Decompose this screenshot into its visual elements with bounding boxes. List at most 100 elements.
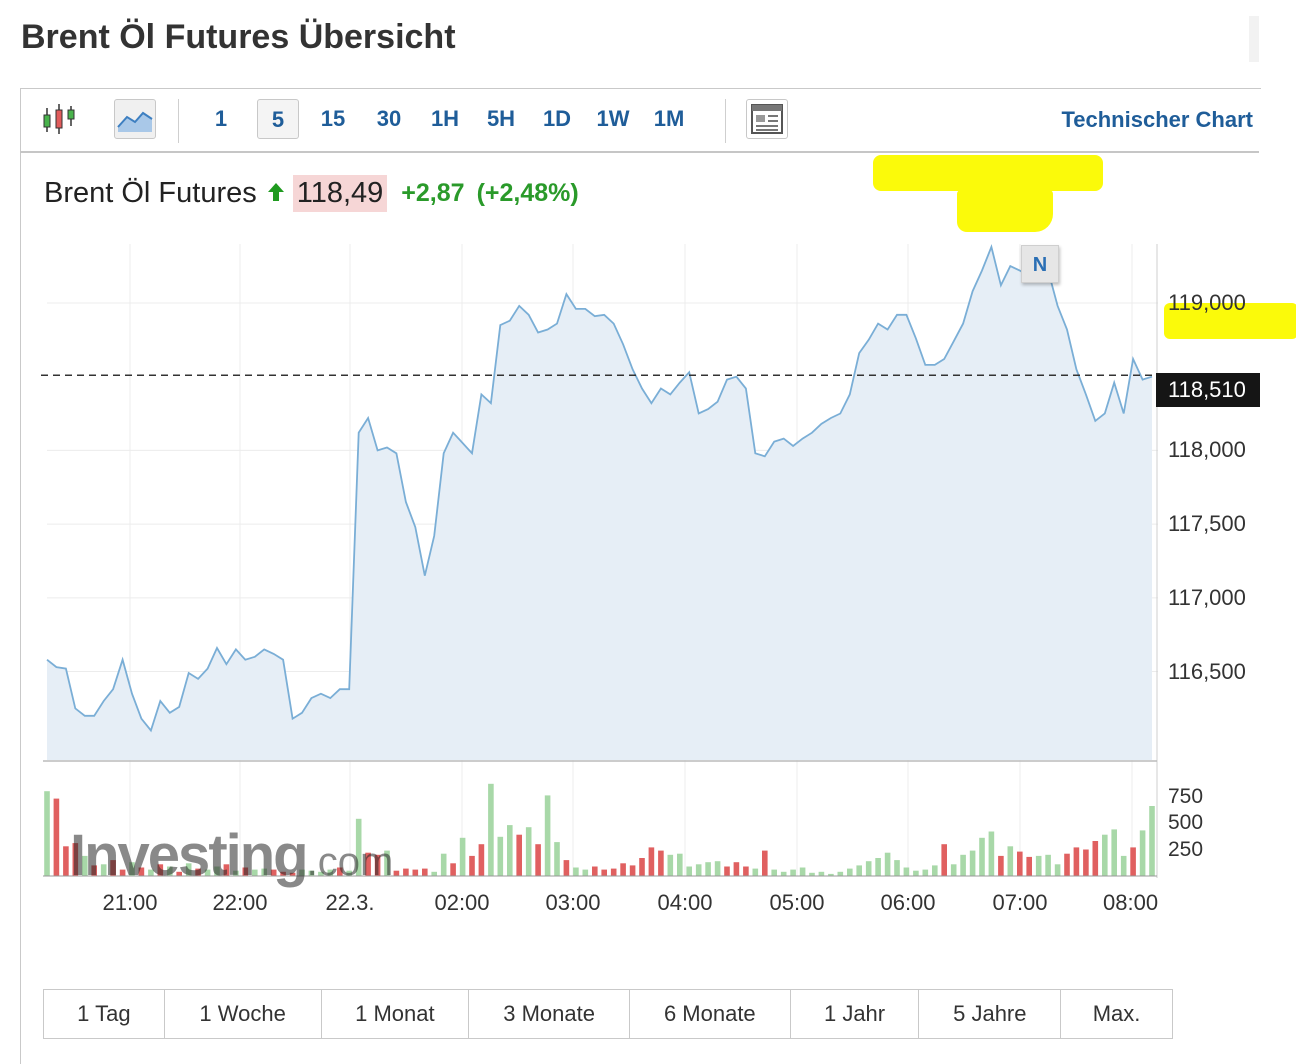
volume-bar — [299, 869, 305, 876]
volume-bar — [412, 869, 419, 876]
volume-bar — [374, 854, 381, 876]
volume-bar — [1111, 829, 1117, 876]
news-marker[interactable]: N — [1021, 245, 1059, 283]
volume-bar — [960, 854, 966, 876]
toolbar-divider — [178, 99, 179, 143]
current-price-marker: 118,510 — [1156, 373, 1260, 407]
volume-tick-label: 500 — [1168, 811, 1204, 834]
volume-bar — [242, 867, 249, 876]
range-button-1-tag[interactable]: 1 Tag — [44, 990, 165, 1038]
time-tick-label: 06:00 — [880, 890, 936, 915]
volume-bar — [270, 869, 277, 876]
volume-bar — [554, 842, 560, 876]
interval-button-5[interactable]: 5 — [257, 99, 299, 139]
volume-bar — [355, 818, 362, 876]
time-tick-label: 07:00 — [992, 890, 1048, 915]
volume-bar — [478, 844, 485, 876]
volume-bar — [110, 860, 116, 876]
volume-bar — [1026, 856, 1032, 876]
range-button-1-monat[interactable]: 1 Monat — [322, 990, 470, 1038]
volume-bar — [1102, 834, 1108, 876]
volume-bar — [393, 870, 400, 876]
volume-bar — [894, 860, 900, 876]
volume-bar — [856, 865, 862, 876]
volume-bar — [658, 850, 664, 876]
volume-bar — [828, 873, 834, 876]
interval-button-1[interactable]: 1 — [214, 106, 228, 131]
arrow-up-icon — [267, 177, 285, 210]
volume-bar — [563, 860, 570, 876]
volume-bar — [610, 868, 617, 876]
volume-bar — [535, 844, 541, 876]
time-tick-label: 04:00 — [657, 890, 713, 915]
time-tick-label: 22.3. — [325, 890, 375, 915]
toolbar-divider — [725, 99, 726, 143]
volume-bar — [308, 870, 315, 876]
interval-button-5h[interactable]: 5H — [486, 106, 516, 131]
volume-bar — [667, 854, 674, 876]
yellow-highlight-mark — [1164, 303, 1296, 339]
volume-bar — [884, 852, 891, 876]
volume-bar — [516, 834, 522, 876]
interval-button-1m[interactable]: 1M — [653, 106, 685, 131]
interval-button-30[interactable]: 30 — [376, 106, 402, 131]
volume-bar — [1149, 806, 1155, 876]
price-tick-label: 119,000 — [1168, 289, 1246, 315]
volume-bar — [337, 867, 343, 876]
interval-button-1w[interactable]: 1W — [596, 106, 630, 131]
time-tick-label: 22:00 — [212, 890, 268, 915]
range-button-1-jahr[interactable]: 1 Jahr — [791, 990, 920, 1038]
volume-bar — [497, 836, 504, 876]
chart-widget-frame — [20, 88, 1261, 1064]
volume-bar — [714, 861, 721, 876]
volume-bar — [932, 865, 938, 876]
volume-bar — [582, 869, 589, 876]
time-tick-label: 08:00 — [1103, 890, 1159, 915]
volume-bar — [752, 868, 759, 876]
volume-bar — [204, 869, 211, 876]
interval-button-1d[interactable]: 1D — [542, 106, 572, 131]
volume-bar — [525, 827, 532, 876]
range-button-5-jahre[interactable]: 5 Jahre — [919, 990, 1062, 1038]
volume-bar — [818, 871, 825, 876]
volume-bar — [431, 871, 437, 876]
volume-bar — [422, 868, 428, 876]
price-change: +2,87 — [401, 178, 465, 207]
layout-icon[interactable] — [746, 99, 788, 139]
volume-bar — [1045, 854, 1051, 876]
price-tick-label: 116,500 — [1168, 658, 1246, 684]
volume-bar — [677, 853, 683, 876]
volume-bar — [648, 847, 655, 876]
range-button-1-woche[interactable]: 1 Woche — [165, 990, 322, 1038]
volume-bar — [941, 844, 947, 876]
technical-chart-link[interactable]: Technischer Chart — [1061, 107, 1253, 132]
interval-button-15[interactable]: 15 — [320, 106, 346, 131]
volume-bar — [223, 864, 230, 876]
volume-bar — [450, 863, 456, 876]
volume-bar — [771, 869, 777, 876]
volume-bar — [252, 869, 258, 876]
time-tick-label: 05:00 — [769, 890, 825, 915]
candlestick-chart-icon[interactable] — [38, 99, 80, 139]
range-button-3-monate[interactable]: 3 Monate — [469, 990, 630, 1038]
volume-bar — [573, 867, 579, 876]
volume-bar — [762, 850, 768, 876]
time-tick-label: 21:00 — [102, 890, 158, 915]
volume-bar — [138, 867, 145, 876]
volume-bar — [1064, 853, 1070, 876]
volume-bar — [440, 853, 447, 876]
range-button-6-monate[interactable]: 6 Monate — [630, 990, 791, 1038]
volume-bar — [346, 870, 352, 876]
volume-tick-label: 750 — [1168, 784, 1204, 808]
volume-bar — [63, 846, 69, 876]
volume-bar — [185, 863, 192, 876]
volume-bar — [318, 871, 324, 876]
volume-bar — [157, 864, 164, 876]
price-change-percent: (+2,48%) — [476, 178, 579, 207]
interval-button-1h[interactable]: 1H — [430, 106, 460, 131]
volume-bar — [979, 837, 985, 876]
volume-bar — [91, 865, 97, 876]
range-button-max[interactable]: Max. — [1092, 1001, 1141, 1026]
area-chart-icon[interactable] — [114, 99, 156, 139]
